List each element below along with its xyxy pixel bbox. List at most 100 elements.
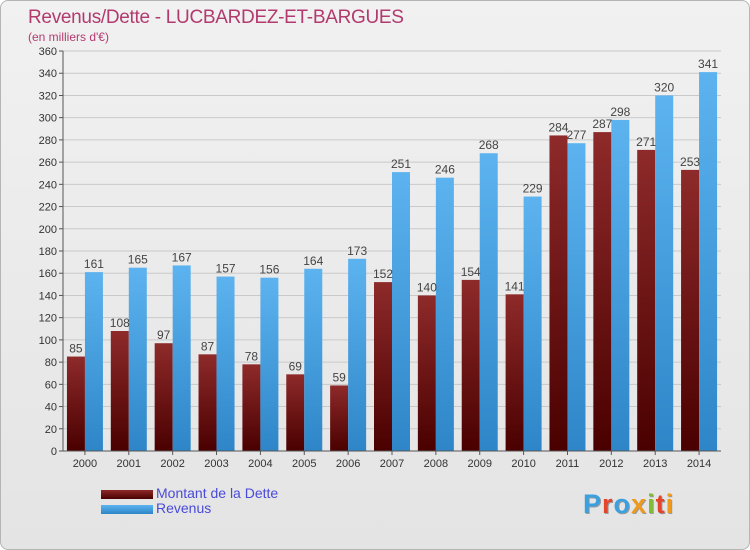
bar-revenus	[84, 272, 103, 451]
data-label-dette: 97	[157, 328, 171, 342]
data-label-dette: 108	[110, 316, 130, 330]
y-tick-label: 0	[51, 446, 57, 458]
data-label-revenus: 277	[566, 128, 586, 142]
data-label-revenus: 341	[698, 57, 718, 71]
bar-revenus	[216, 276, 235, 451]
data-label-revenus: 167	[172, 250, 192, 264]
x-tick-label: 2004	[248, 458, 272, 470]
data-label-dette: 284	[548, 120, 568, 134]
x-tick-label: 2003	[204, 458, 228, 470]
y-tick-label: 260	[39, 157, 57, 169]
legend-label-revenus: Revenus	[156, 500, 212, 516]
data-label-dette: 78	[245, 349, 259, 363]
x-tick-label: 2002	[160, 458, 184, 470]
y-tick-label: 180	[39, 246, 57, 258]
data-label-revenus: 298	[610, 105, 630, 119]
x-tick-label: 2000	[73, 458, 97, 470]
bars	[66, 72, 718, 451]
data-label-dette: 287	[592, 117, 612, 131]
y-tick-label: 240	[39, 179, 57, 191]
bar-revenus	[172, 265, 191, 451]
data-label-dette: 152	[373, 267, 393, 281]
data-label-revenus: 156	[259, 263, 279, 277]
y-tick-label: 60	[45, 379, 57, 391]
data-label-dette: 154	[461, 265, 481, 279]
bar-revenus	[435, 177, 454, 451]
bar-dette	[198, 354, 217, 451]
data-label-dette: 141	[505, 279, 525, 293]
bar-revenus	[392, 172, 410, 451]
data-label-revenus: 251	[391, 157, 411, 171]
x-tick-label: 2007	[380, 458, 404, 470]
y-tick-label: 300	[39, 113, 57, 125]
chart-subtitle: (en milliers d'€)	[28, 30, 109, 44]
bar-revenus	[128, 267, 147, 451]
legend-swatch-revenus	[101, 505, 153, 514]
data-label-dette: 253	[680, 155, 700, 169]
bar-dette	[374, 282, 392, 451]
x-tick-label: 2010	[511, 458, 535, 470]
y-tick-label: 80	[45, 357, 57, 369]
legend-label-dette: Montant de la Dette	[156, 485, 279, 501]
x-tick-label: 2005	[292, 458, 316, 470]
bar-dette	[461, 279, 480, 451]
y-axis-ticks: 0 20 40 60 80 100 120 140 160 180 200 220 240 260 280 3…	[39, 46, 63, 458]
y-tick-label: 340	[39, 68, 57, 80]
y-tick-label: 200	[39, 224, 57, 236]
x-tick-label: 2011	[556, 458, 580, 470]
data-label-revenus: 246	[435, 163, 455, 177]
x-axis-ticks: 2000 2001 2002 2003 2004 2005 2006 2007 2008 2009…	[73, 451, 711, 470]
data-label-dette: 69	[289, 359, 303, 373]
data-label-revenus: 229	[523, 182, 543, 196]
bar-dette	[417, 295, 436, 451]
bar-revenus	[348, 258, 367, 451]
x-tick-label: 2008	[424, 458, 448, 470]
bar-revenus	[655, 95, 674, 451]
data-label-revenus: 320	[654, 80, 674, 94]
bar-dette	[286, 374, 305, 451]
y-tick-label: 40	[45, 402, 57, 414]
y-tick-label: 220	[39, 202, 57, 214]
bar-revenus	[304, 268, 323, 451]
y-tick-label: 20	[45, 424, 57, 436]
y-tick-label: 140	[39, 290, 57, 302]
data-label-revenus: 268	[479, 138, 499, 152]
y-tick-label: 100	[39, 335, 57, 347]
bar-dette	[154, 343, 173, 451]
bar-dette	[505, 294, 524, 451]
x-tick-label: 2013	[643, 458, 667, 470]
bar-revenus	[699, 72, 718, 451]
data-label-dette: 140	[417, 280, 437, 294]
bar-dette	[66, 356, 85, 451]
bar-dette	[242, 364, 261, 451]
bar-dette	[110, 331, 129, 451]
data-labels: 85 161 108 165 97 167 87 157 78 156 69 164 59 173 152 2…	[69, 57, 718, 384]
x-tick-label: 2014	[687, 458, 711, 470]
data-label-dette: 59	[332, 370, 346, 384]
x-tick-label: 2006	[336, 458, 360, 470]
data-label-revenus: 164	[303, 254, 323, 268]
bar-revenus	[611, 119, 630, 451]
bar-dette	[549, 135, 568, 451]
bar-dette	[637, 149, 656, 451]
y-tick-label: 320	[39, 90, 57, 102]
proxiti-logo: Proxiti	[583, 489, 675, 519]
x-tick-label: 2001	[117, 458, 141, 470]
legend-swatch-dette	[101, 490, 153, 499]
y-tick-label: 360	[39, 46, 57, 58]
data-label-dette: 271	[636, 135, 656, 149]
y-tick-label: 160	[39, 268, 57, 280]
data-label-revenus: 157	[216, 262, 236, 276]
data-label-revenus: 173	[347, 244, 367, 258]
axes	[62, 51, 721, 452]
bar-revenus	[567, 143, 586, 451]
bar-dette	[330, 385, 349, 451]
x-tick-label: 2009	[467, 458, 491, 470]
data-label-revenus: 165	[128, 253, 148, 267]
data-label-revenus: 161	[84, 257, 104, 271]
y-tick-label: 280	[39, 135, 57, 147]
data-label-dette: 87	[201, 339, 215, 353]
chart-title: Revenus/Dette - LUCBARDEZ-ET-BARGUES	[28, 7, 404, 28]
